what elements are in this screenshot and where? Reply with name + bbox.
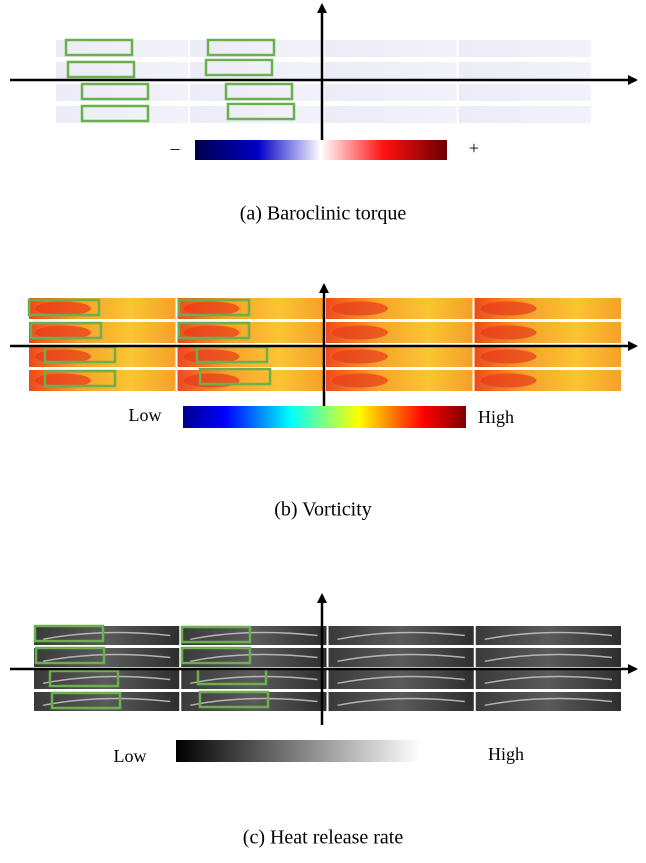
vortex — [480, 325, 537, 340]
field-image — [458, 84, 591, 101]
colorbar — [176, 740, 420, 762]
field-image — [328, 626, 474, 645]
caption: (a) Baroclinic torque — [240, 203, 407, 225]
flame-streak — [190, 631, 318, 641]
highlight-box — [27, 298, 101, 317]
highlight-box — [198, 690, 270, 709]
highlight-box — [198, 367, 272, 386]
field-image — [34, 670, 180, 689]
field-image — [328, 670, 474, 689]
highlight-box — [204, 58, 274, 77]
colorbar — [195, 140, 447, 160]
highlight-box — [180, 646, 252, 665]
vortex — [35, 301, 91, 316]
colorbar-high-label: + — [469, 138, 479, 158]
panel: – + (a) Baroclinic torque — [10, 3, 638, 225]
vortex — [35, 349, 91, 364]
vortex — [480, 373, 537, 388]
vortex — [480, 349, 537, 364]
highlight-box — [180, 625, 252, 644]
highlight-box — [224, 82, 294, 101]
vortex — [332, 301, 388, 316]
flame-streak — [484, 653, 613, 663]
flame-streak — [337, 653, 465, 663]
highlight-box — [206, 38, 276, 57]
highlight-box — [80, 82, 150, 101]
flame-streak — [190, 653, 318, 663]
flame-streak — [42, 631, 171, 641]
colorbar — [183, 406, 466, 428]
caption: (c) Heat release rate — [243, 827, 404, 849]
field-image — [475, 670, 621, 689]
highlight-box — [177, 321, 251, 340]
highlight-box — [80, 104, 150, 123]
highlight-box — [66, 60, 136, 79]
field-image — [475, 648, 621, 667]
flame-streak — [484, 675, 613, 685]
vortex — [183, 301, 240, 316]
highlight-box — [29, 321, 103, 340]
field-image — [475, 626, 621, 645]
panel: Low High (b) Vorticity — [10, 283, 638, 521]
field-image — [56, 106, 189, 123]
field-image — [328, 648, 474, 667]
flame-streak — [484, 631, 613, 641]
vortex — [480, 301, 537, 316]
flame-streak — [337, 675, 465, 685]
flame-streak — [42, 697, 171, 707]
field-image — [324, 106, 457, 123]
field-image — [458, 62, 591, 79]
field-image — [324, 62, 457, 79]
vortex — [183, 325, 240, 340]
vortex — [332, 349, 388, 364]
flame-streak — [190, 697, 318, 707]
highlight-box — [64, 38, 134, 57]
field-image — [181, 626, 327, 645]
vortex — [35, 325, 91, 340]
caption: (b) Vorticity — [274, 499, 372, 521]
field-image — [328, 692, 474, 711]
field-image — [190, 62, 323, 79]
highlight-box — [34, 646, 106, 665]
vortex — [332, 325, 388, 340]
colorbar-low-label: Low — [114, 746, 147, 766]
field-image — [190, 84, 323, 101]
flame-streak — [42, 675, 171, 685]
field-image — [458, 40, 591, 57]
field-image — [190, 40, 323, 57]
highlight-box — [177, 298, 251, 317]
field-image — [458, 106, 591, 123]
field-image — [190, 106, 323, 123]
colorbar-low-label: Low — [129, 405, 162, 425]
highlight-box — [48, 669, 120, 688]
highlight-box — [33, 624, 105, 643]
colorbar-high-label: High — [478, 407, 514, 427]
flame-streak — [337, 697, 465, 707]
flame-streak — [190, 675, 318, 685]
vortex — [183, 373, 240, 388]
highlight-box — [226, 102, 296, 121]
field-image — [324, 84, 457, 101]
highlight-box — [50, 691, 122, 710]
flame-streak — [484, 697, 613, 707]
highlight-box — [43, 369, 117, 388]
field-image — [475, 692, 621, 711]
field-image — [34, 692, 180, 711]
field-image — [56, 84, 189, 101]
vortex — [332, 373, 388, 388]
panel: Low High (c) Heat release rate — [10, 593, 638, 849]
vortex — [35, 373, 91, 388]
field-image — [56, 40, 189, 57]
flame-streak — [337, 631, 465, 641]
field-image — [56, 62, 189, 79]
colorbar-low-label: – — [170, 138, 181, 158]
colorbar-high-label: High — [488, 744, 524, 764]
field-image — [324, 40, 457, 57]
field-image — [181, 670, 327, 689]
